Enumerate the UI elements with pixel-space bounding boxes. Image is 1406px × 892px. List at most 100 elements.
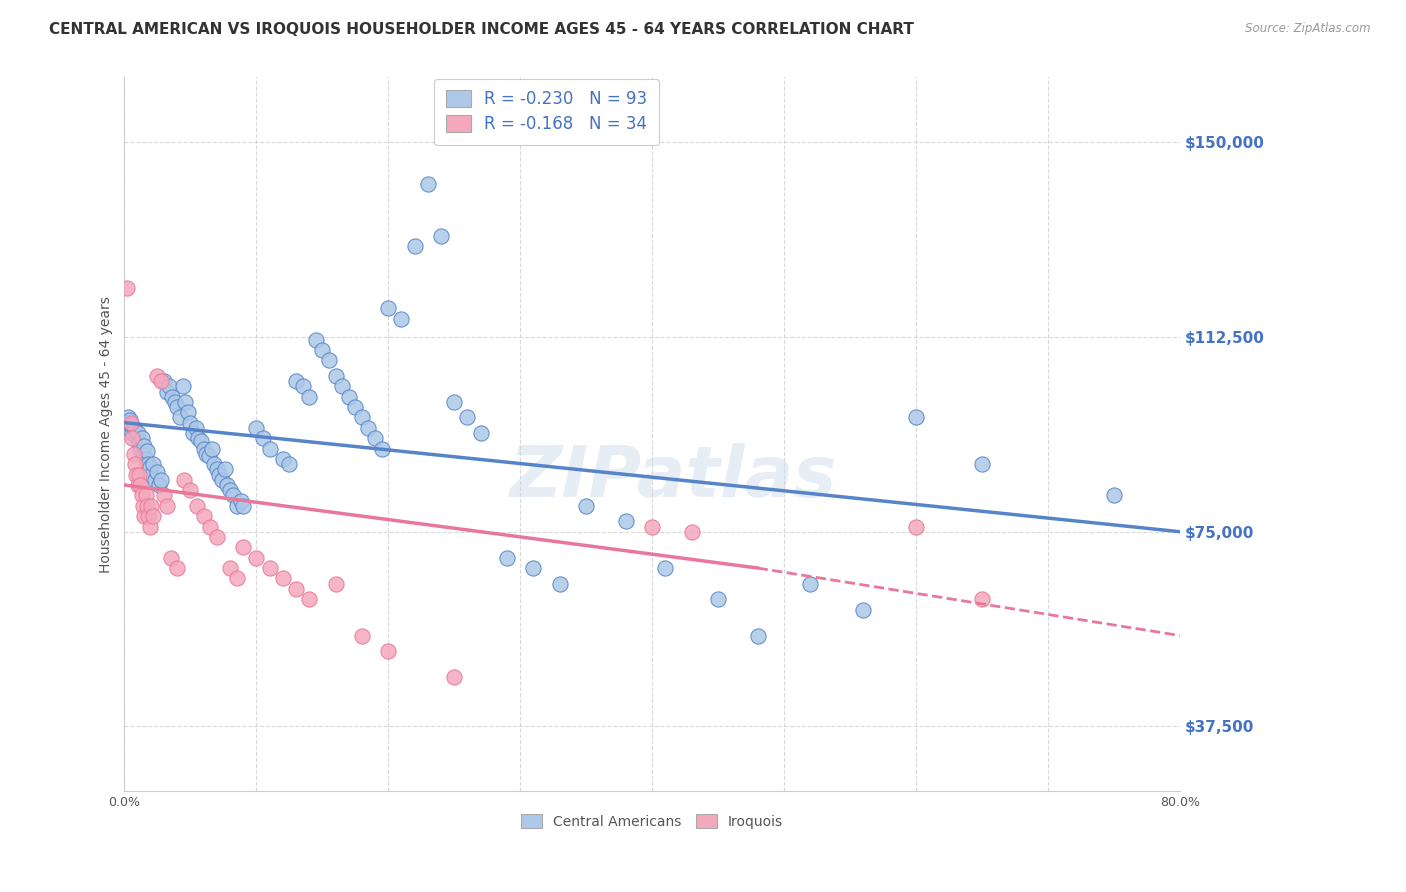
Point [169, 410, 191, 425]
Point [654, 561, 676, 575]
Point [370, 442, 392, 456]
Point [136, 457, 159, 471]
Point [259, 561, 281, 575]
Point [205, 462, 228, 476]
Point [456, 410, 478, 425]
Point [143, 473, 166, 487]
Point [134, 439, 156, 453]
Point [186, 499, 208, 513]
Point [219, 483, 242, 498]
Point [305, 333, 328, 347]
Point [747, 628, 769, 642]
Point [202, 457, 225, 471]
Point [350, 628, 373, 642]
Point [229, 493, 252, 508]
Point [245, 421, 267, 435]
Point [146, 368, 169, 383]
Point [221, 488, 243, 502]
Point [217, 478, 239, 492]
Point [904, 410, 927, 425]
Point [278, 457, 301, 471]
Point [364, 431, 387, 445]
Point [163, 395, 186, 409]
Point [134, 509, 156, 524]
Point [291, 379, 314, 393]
Point [298, 592, 321, 607]
Point [181, 425, 204, 440]
Point [128, 467, 150, 482]
Point [330, 379, 353, 393]
Point [205, 530, 228, 544]
Point [135, 488, 157, 502]
Point [115, 416, 138, 430]
Point [496, 550, 519, 565]
Point [166, 400, 188, 414]
Point [325, 576, 347, 591]
Point [211, 473, 233, 487]
Point [129, 478, 152, 492]
Point [156, 384, 179, 399]
Point [148, 478, 170, 492]
Point [641, 519, 664, 533]
Point [138, 519, 160, 533]
Point [377, 301, 399, 316]
Point [127, 425, 149, 440]
Point [128, 436, 150, 450]
Point [311, 343, 333, 357]
Point [135, 444, 157, 458]
Point [136, 509, 159, 524]
Point [174, 395, 197, 409]
Point [120, 418, 142, 433]
Point [142, 457, 165, 471]
Point [198, 450, 221, 464]
Point [131, 431, 153, 445]
Point [125, 428, 148, 442]
Point [118, 413, 141, 427]
Point [575, 499, 598, 513]
Point [129, 442, 152, 456]
Point [173, 473, 195, 487]
Point [115, 281, 138, 295]
Point [132, 447, 155, 461]
Point [166, 561, 188, 575]
Point [157, 379, 180, 393]
Text: CENTRAL AMERICAN VS IROQUOIS HOUSEHOLDER INCOME AGES 45 - 64 YEARS CORRELATION C: CENTRAL AMERICAN VS IROQUOIS HOUSEHOLDER… [49, 22, 914, 37]
Point [117, 410, 139, 425]
Point [131, 488, 153, 502]
Point [139, 467, 162, 482]
Point [187, 431, 209, 445]
Point [160, 390, 183, 404]
Point [298, 390, 321, 404]
Point [970, 457, 993, 471]
Point [177, 405, 200, 419]
Point [122, 421, 145, 435]
Point [232, 499, 254, 513]
Point [142, 509, 165, 524]
Point [318, 353, 340, 368]
Point [391, 311, 413, 326]
Point [193, 509, 215, 524]
Point [195, 447, 218, 461]
Point [970, 592, 993, 607]
Point [150, 473, 173, 487]
Point [135, 499, 157, 513]
Point [430, 228, 453, 243]
Point [127, 478, 149, 492]
Point [125, 467, 148, 482]
Point [344, 400, 367, 414]
Point [135, 452, 157, 467]
Point [124, 457, 146, 471]
Point [121, 425, 143, 440]
Point [200, 442, 222, 456]
Point [208, 467, 231, 482]
Text: Source: ZipAtlas.com: Source: ZipAtlas.com [1246, 22, 1371, 36]
Point [200, 519, 222, 533]
Point [225, 571, 247, 585]
Point [325, 368, 347, 383]
Point [146, 465, 169, 479]
Text: ZIPatlas: ZIPatlas [509, 442, 837, 512]
Point [443, 670, 465, 684]
Point [156, 499, 179, 513]
Point [184, 421, 207, 435]
Point [416, 177, 439, 191]
